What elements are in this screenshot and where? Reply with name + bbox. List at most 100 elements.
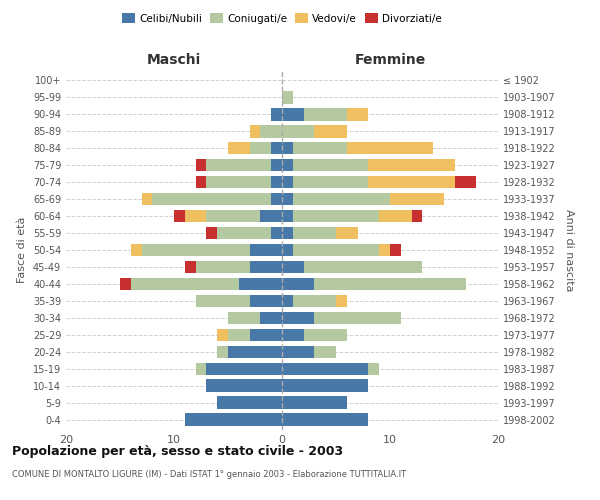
Bar xyxy=(412,210,422,222)
Bar xyxy=(347,108,368,120)
Bar xyxy=(185,260,196,274)
Bar xyxy=(131,278,239,290)
Bar xyxy=(260,210,282,222)
Bar xyxy=(217,226,271,239)
Bar xyxy=(455,176,476,188)
Bar xyxy=(379,210,412,222)
Bar xyxy=(282,346,314,358)
Bar xyxy=(206,158,271,172)
Bar xyxy=(250,294,282,308)
Bar xyxy=(206,362,282,375)
Bar xyxy=(293,244,379,256)
Bar xyxy=(314,125,347,138)
Bar xyxy=(196,260,250,274)
Bar xyxy=(142,244,250,256)
Bar xyxy=(282,108,304,120)
Bar xyxy=(271,142,282,154)
Bar xyxy=(390,244,401,256)
Bar xyxy=(282,312,314,324)
Bar xyxy=(228,328,250,342)
Bar xyxy=(196,176,206,188)
Bar xyxy=(368,176,455,188)
Bar xyxy=(250,328,282,342)
Bar xyxy=(282,260,304,274)
Bar xyxy=(217,396,282,409)
Bar xyxy=(260,125,282,138)
Bar xyxy=(271,108,282,120)
Bar xyxy=(282,125,314,138)
Bar xyxy=(120,278,131,290)
Bar xyxy=(304,108,347,120)
Bar xyxy=(282,226,293,239)
Bar xyxy=(282,380,368,392)
Bar xyxy=(228,312,260,324)
Bar xyxy=(152,192,271,205)
Legend: Celibi/Nubili, Coniugati/e, Vedovi/e, Divorziati/e: Celibi/Nubili, Coniugati/e, Vedovi/e, Di… xyxy=(119,10,445,26)
Bar xyxy=(185,414,282,426)
Bar xyxy=(314,278,466,290)
Bar xyxy=(379,244,390,256)
Text: Maschi: Maschi xyxy=(147,52,201,66)
Bar xyxy=(271,176,282,188)
Bar xyxy=(368,158,455,172)
Y-axis label: Fasce di età: Fasce di età xyxy=(17,217,27,283)
Bar xyxy=(304,328,347,342)
Bar xyxy=(206,210,260,222)
Bar xyxy=(282,91,293,104)
Bar xyxy=(336,294,347,308)
Text: Femmine: Femmine xyxy=(355,52,425,66)
Bar xyxy=(282,244,293,256)
Bar xyxy=(282,362,368,375)
Bar xyxy=(293,158,368,172)
Bar xyxy=(368,362,379,375)
Bar xyxy=(196,294,250,308)
Bar xyxy=(336,226,358,239)
Bar xyxy=(196,158,206,172)
Bar xyxy=(390,192,444,205)
Bar xyxy=(347,142,433,154)
Bar xyxy=(250,125,260,138)
Bar xyxy=(314,346,336,358)
Bar xyxy=(250,260,282,274)
Bar xyxy=(282,278,314,290)
Bar xyxy=(250,142,271,154)
Bar xyxy=(293,176,368,188)
Text: COMUNE DI MONTALTO LIGURE (IM) - Dati ISTAT 1° gennaio 2003 - Elaborazione TUTTI: COMUNE DI MONTALTO LIGURE (IM) - Dati IS… xyxy=(12,470,406,479)
Bar xyxy=(196,362,206,375)
Bar xyxy=(282,142,293,154)
Bar xyxy=(293,226,336,239)
Bar xyxy=(131,244,142,256)
Bar xyxy=(314,312,401,324)
Bar xyxy=(282,414,368,426)
Bar xyxy=(271,192,282,205)
Bar xyxy=(250,244,282,256)
Bar xyxy=(293,142,347,154)
Bar xyxy=(142,192,152,205)
Bar xyxy=(174,210,185,222)
Bar xyxy=(304,260,422,274)
Bar xyxy=(217,328,228,342)
Bar xyxy=(260,312,282,324)
Bar xyxy=(293,294,336,308)
Bar xyxy=(239,278,282,290)
Bar xyxy=(206,176,271,188)
Text: Popolazione per età, sesso e stato civile - 2003: Popolazione per età, sesso e stato civil… xyxy=(12,445,343,458)
Bar xyxy=(228,346,282,358)
Bar xyxy=(271,226,282,239)
Bar xyxy=(282,210,293,222)
Bar xyxy=(282,176,293,188)
Bar xyxy=(271,158,282,172)
Bar xyxy=(282,192,293,205)
Bar xyxy=(206,380,282,392)
Bar xyxy=(185,210,206,222)
Bar xyxy=(228,142,250,154)
Bar xyxy=(282,294,293,308)
Bar xyxy=(293,192,390,205)
Bar xyxy=(206,226,217,239)
Bar xyxy=(282,328,304,342)
Bar xyxy=(282,158,293,172)
Bar xyxy=(282,396,347,409)
Bar xyxy=(217,346,228,358)
Bar xyxy=(293,210,379,222)
Y-axis label: Anni di nascita: Anni di nascita xyxy=(564,209,574,291)
